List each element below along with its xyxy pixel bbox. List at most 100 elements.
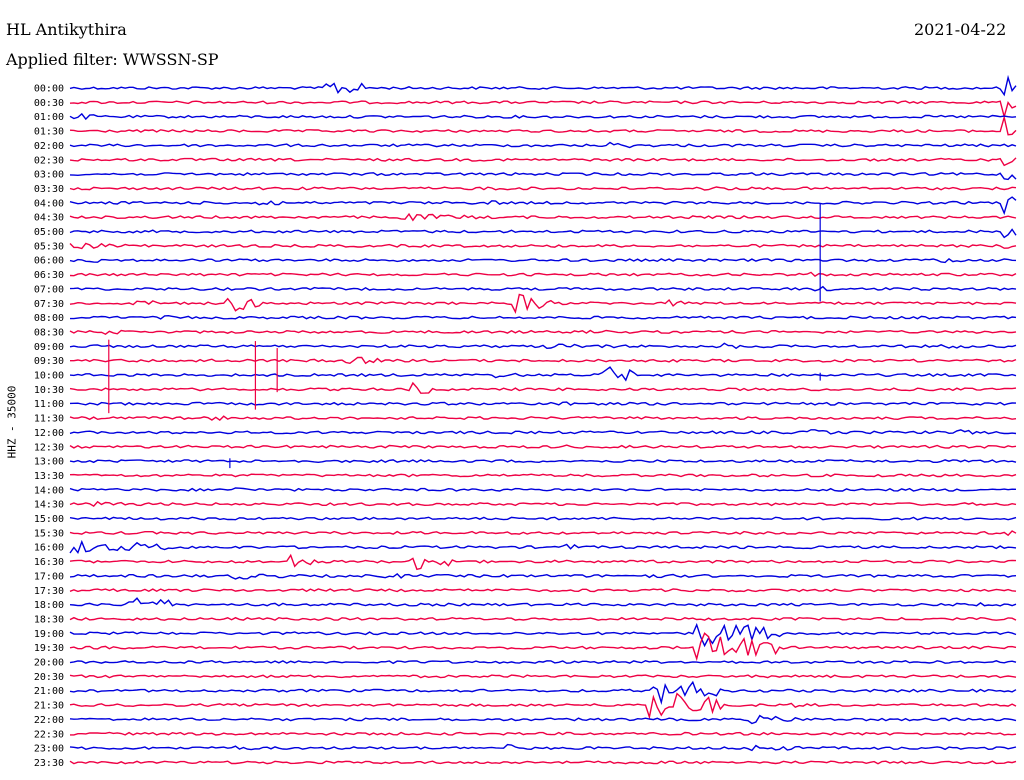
- time-tick-label: 12:00: [34, 428, 64, 439]
- seismic-trace: [69, 172, 1017, 181]
- time-tick-label: 21:30: [34, 701, 64, 712]
- seismic-trace: [69, 157, 1017, 167]
- time-tick-label: 15:30: [34, 528, 64, 539]
- seismic-trace: [69, 473, 1017, 478]
- seismic-trace: [69, 539, 1017, 555]
- time-tick-label: 13:00: [34, 457, 64, 468]
- seismic-trace: [69, 196, 1017, 216]
- time-tick-label: 18:30: [34, 614, 64, 625]
- time-tick-label: 04:00: [34, 198, 64, 209]
- seismic-trace: [69, 572, 1017, 580]
- time-tick-label: 19:00: [34, 629, 64, 640]
- seismic-trace: [69, 112, 1017, 121]
- station-title: HL Antikythira: [6, 20, 127, 39]
- time-tick-label: 17:30: [34, 586, 64, 597]
- time-tick-label: 12:30: [34, 442, 64, 453]
- seismic-trace: [69, 674, 1017, 679]
- time-tick-label: 09:30: [34, 356, 64, 367]
- time-tick-label: 10:00: [34, 371, 64, 382]
- time-tick-label: 07:30: [34, 299, 64, 310]
- time-tick-label: 23:30: [34, 758, 64, 769]
- seismic-trace: [69, 692, 1017, 720]
- seismic-trace: [69, 714, 1017, 725]
- seismic-trace: [70, 731, 1017, 736]
- seismic-trace: [69, 632, 1017, 662]
- time-tick-label: 08:00: [34, 313, 64, 324]
- seismic-trace: [69, 100, 1017, 120]
- seismic-trace: [69, 444, 1017, 449]
- time-tick-label: 06:00: [34, 256, 64, 267]
- seismic-trace: [69, 381, 1017, 394]
- seismic-trace: [69, 366, 1017, 382]
- seismic-trace: [69, 487, 1017, 492]
- time-tick-label: 17:00: [34, 571, 64, 582]
- time-tick-label: 20:30: [34, 672, 64, 683]
- date-label: 2021-04-22: [914, 20, 1007, 39]
- seismic-trace: [69, 342, 1017, 350]
- time-tick-label: 18:00: [34, 600, 64, 611]
- filter-label: Applied filter: WWSSN-SP: [6, 50, 219, 69]
- seismic-trace: [69, 760, 1017, 765]
- seismic-trace: [69, 743, 1017, 752]
- seismic-trace: [69, 680, 1017, 706]
- time-tick-label: 13:30: [34, 471, 64, 482]
- time-tick-label: 14:00: [34, 485, 64, 496]
- time-tick-label: 06:30: [34, 270, 64, 281]
- seismic-trace: [69, 516, 1017, 521]
- seismic-trace: [69, 588, 1017, 593]
- time-tick-label: 22:30: [34, 729, 64, 740]
- time-tick-label: 05:30: [34, 241, 64, 252]
- seismic-trace: [69, 228, 1017, 239]
- time-tick-label: 04:30: [34, 213, 64, 224]
- time-tick-label: 01:00: [34, 112, 64, 123]
- time-tick-label: 22:00: [34, 715, 64, 726]
- time-tick-label: 14:30: [34, 500, 64, 511]
- time-tick-label: 11:30: [34, 414, 64, 425]
- time-tick-label: 03:00: [34, 170, 64, 181]
- time-tick-label: 16:30: [34, 557, 64, 568]
- time-tick-label: 09:00: [34, 342, 64, 353]
- seismic-trace: [69, 271, 1017, 277]
- time-tick-label: 05:00: [34, 227, 64, 238]
- time-tick-label: 15:00: [34, 514, 64, 525]
- seismic-trace: [69, 597, 1017, 607]
- time-tick-label: 00:00: [34, 84, 64, 95]
- seismic-trace: [70, 314, 1017, 320]
- seismic-trace: [69, 659, 1017, 665]
- time-tick-label: 23:00: [34, 744, 64, 755]
- seismic-trace: [69, 622, 1017, 648]
- seismic-trace: [69, 117, 1017, 136]
- seismic-trace: [69, 74, 1017, 97]
- time-tick-label: 07:00: [34, 284, 64, 295]
- seismic-trace: [69, 329, 1017, 336]
- seismic-trace: [69, 141, 1017, 149]
- seismic-trace: [69, 530, 1017, 537]
- time-tick-label: 21:00: [34, 686, 64, 697]
- seismic-trace: [69, 500, 1017, 507]
- time-tick-label: 08:30: [34, 327, 64, 338]
- seismic-trace: [69, 429, 1017, 435]
- seismic-trace: [69, 285, 1017, 292]
- seismic-trace: [69, 553, 1017, 571]
- time-tick-label: 19:30: [34, 643, 64, 654]
- seismic-trace: [69, 212, 1017, 222]
- seismic-trace: [70, 356, 1017, 365]
- time-tick-label: 11:00: [34, 399, 64, 410]
- time-tick-label: 03:30: [34, 184, 64, 195]
- time-tick-label: 10:30: [34, 385, 64, 396]
- seismic-trace: [69, 459, 1017, 464]
- seismic-trace: [69, 242, 1017, 250]
- seismic-trace: [69, 415, 1017, 422]
- seismic-trace: [69, 186, 1017, 191]
- time-tick-label: 00:30: [34, 98, 64, 109]
- seismic-trace: [69, 616, 1017, 621]
- time-tick-label: 02:30: [34, 155, 64, 166]
- time-tick-label: 01:30: [34, 127, 64, 138]
- seismic-trace: [69, 258, 1017, 264]
- time-tick-label: 02:00: [34, 141, 64, 152]
- time-tick-label: 20:00: [34, 658, 64, 669]
- seismic-trace: [69, 401, 1017, 406]
- seismic-trace: [69, 293, 1017, 315]
- time-tick-label: 16:00: [34, 543, 64, 554]
